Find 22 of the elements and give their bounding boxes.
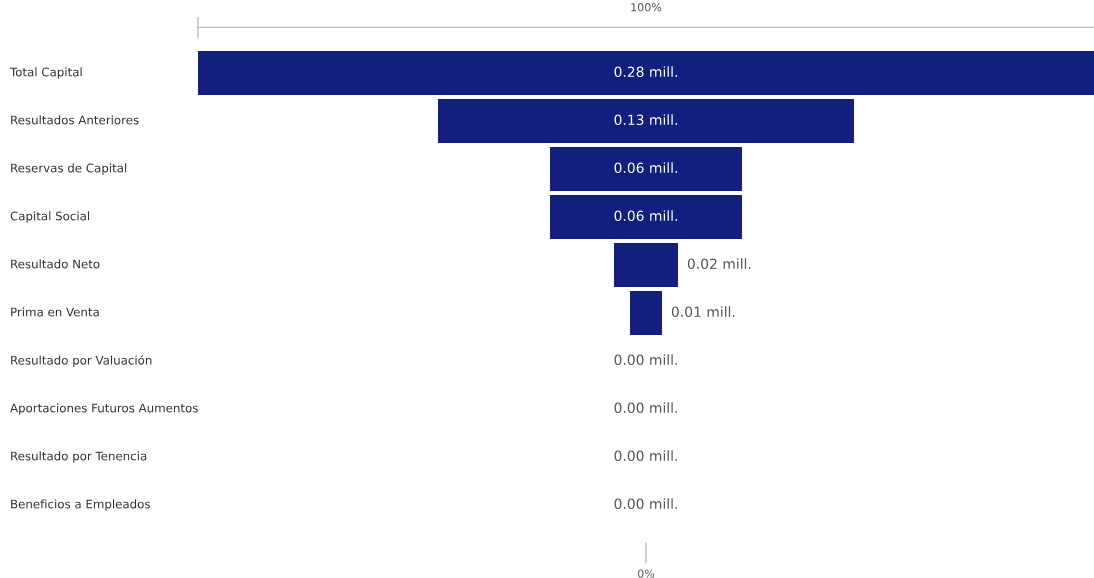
data-label: 0.13 mill.	[614, 114, 677, 126]
category-label: Reservas de Capital	[11, 163, 127, 175]
category-label: Resultado por Valuación	[11, 355, 152, 367]
category-label: Resultados Anteriores	[11, 115, 139, 125]
data-label: 0.01 mill.	[671, 306, 735, 318]
category-label: Beneficios a Empleados	[11, 499, 150, 511]
category-label: Prima en Venta	[11, 307, 99, 317]
category-label: Aportaciones Futuros Aumentos	[10, 403, 198, 415]
text: 100%	[631, 3, 662, 12]
data-label: 0.28 mill.	[614, 66, 677, 78]
data-label: 0.06 mill.	[614, 210, 677, 222]
data-label: 0.00 mill.	[614, 354, 677, 366]
category-label: Resultado por Tenencia	[11, 451, 147, 463]
data-label: 0.00 mill.	[614, 450, 677, 462]
data-label: 0.06 mill.	[614, 162, 677, 174]
data-label: 0.00 mill.	[614, 498, 677, 510]
category-label: Total Capital	[9, 67, 82, 79]
category-label: Resultado Neto	[11, 259, 100, 269]
data-label: 0.00 mill.	[614, 402, 677, 414]
category-label: Capital Social	[10, 211, 90, 223]
data-label: 0.02 mill.	[687, 258, 751, 270]
text: 0%	[637, 569, 655, 578]
